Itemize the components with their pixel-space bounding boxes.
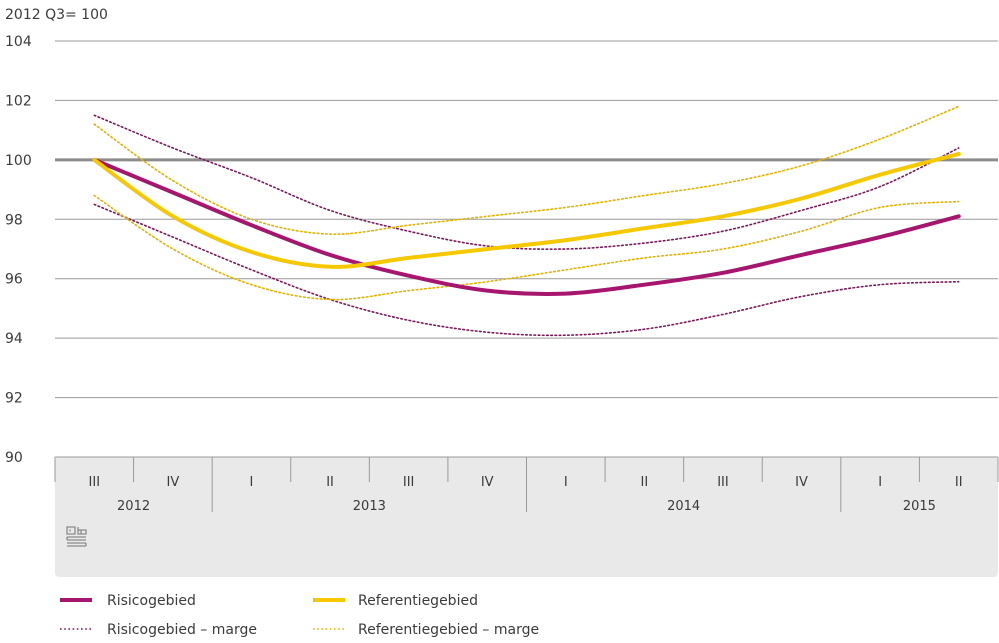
series-line-risico [92,157,961,296]
y-tick-label-98: 98 [5,212,23,228]
series-line-ref_lo [93,194,960,301]
x-tick-label-7: II [641,475,649,490]
y-tick-label-92: 92 [5,391,23,407]
x-tick-label-8: III [717,475,729,490]
x-year-label-2012: 2012 [117,499,150,514]
y-tick-label-96: 96 [5,272,23,288]
x-category-separators [54,457,999,512]
series-line-ref_hi [93,105,960,235]
y-tick-label-104: 104 [5,34,32,50]
legend-label-referentiegebied-marge: Referentiegebied – marge [358,622,539,638]
cbs-logo-icon [66,526,87,547]
x-tick-label-3: II [326,475,334,490]
series-line-risico_lo [93,203,960,337]
x-tick-label-2: I [250,475,254,490]
x-year-label-2013: 2013 [353,499,386,514]
legend-label-referentiegebied: Referentiegebied [358,593,478,609]
y-tick-labels: 90 92 94 96 98 100 102 104 [5,34,32,466]
x-tick-label-6: I [564,475,568,490]
legend-label-risicogebied-marge: Risicogebied – marge [107,622,257,638]
legend: Risicogebied Referentiegebied Risicogebi… [60,593,539,638]
x-year-label-2014: 2014 [667,499,700,514]
series-lines [92,105,961,337]
x-tick-label-11: II [955,475,963,490]
x-tick-label-5: IV [481,475,494,490]
y-axis-unit-label: 2012 Q3= 100 [5,7,108,23]
x-year-labels: 2012 2013 2014 2015 [117,499,936,514]
y-tick-label-100: 100 [5,153,32,169]
y-tick-label-90: 90 [5,450,23,466]
x-tick-label-9: IV [795,475,808,490]
x-tick-label-1: IV [167,475,180,490]
x-tick-label-4: III [403,475,415,490]
legend-label-risicogebied: Risicogebied [107,593,196,609]
x-axis-band [55,457,998,577]
y-tick-label-94: 94 [5,331,23,347]
y-tick-label-102: 102 [5,93,32,109]
x-tick-label-10: I [878,475,882,490]
series-line-risico_hi [93,114,960,250]
x-year-label-2015: 2015 [903,499,936,514]
x-tick-label-0: III [89,475,101,490]
series-line-ref [92,151,961,269]
x-quarter-labels: III IV I II III IV I II III IV I II [89,475,963,490]
